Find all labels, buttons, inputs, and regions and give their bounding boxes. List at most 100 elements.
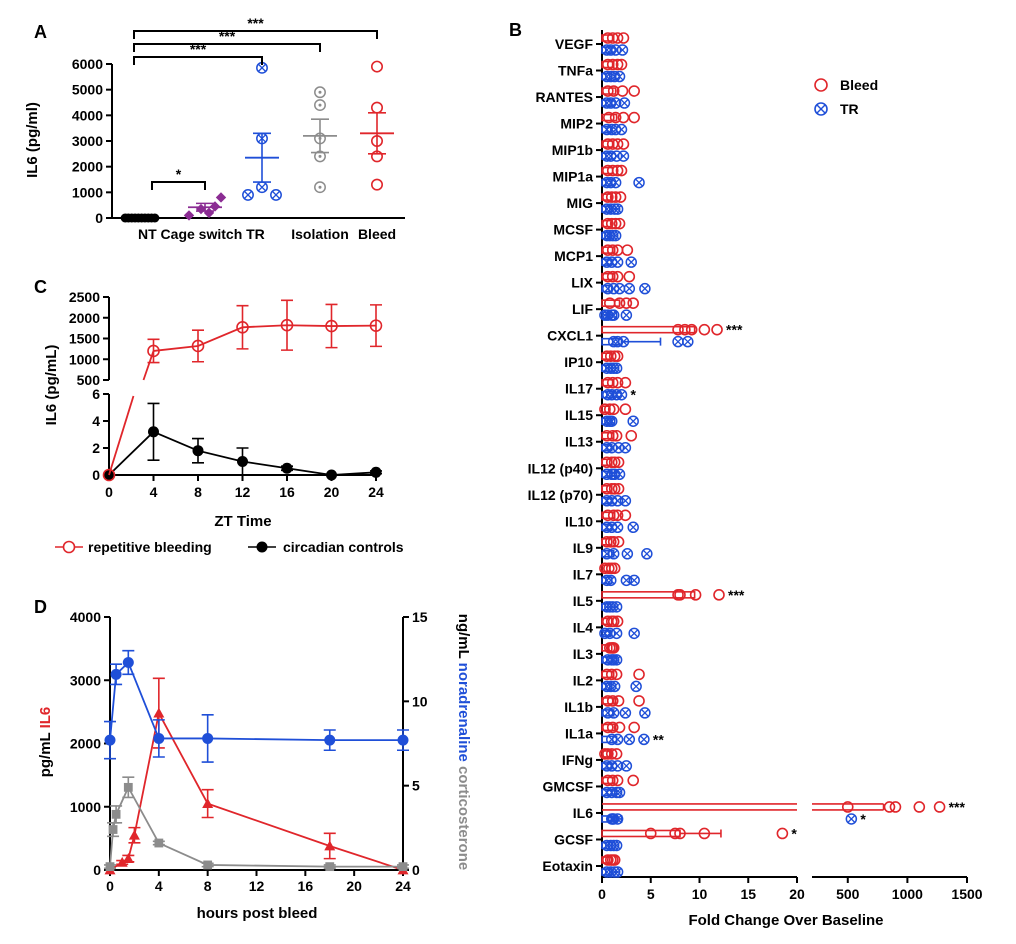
panel-b-point-x [606, 152, 615, 160]
panel-b-point-ring [608, 680, 621, 693]
panel-b-tr-bar-il3 [601, 654, 623, 666]
panel-b-point [610, 429, 623, 442]
panel-b-tr-bar-il6: * [601, 811, 866, 827]
panel-c-bleed-point [102, 468, 116, 482]
panel-b-point [607, 403, 620, 416]
panel-b-point-x [630, 576, 639, 585]
panel-b-point-ring [611, 813, 624, 825]
panel-b-point [606, 695, 619, 707]
panel-b-point-ring [605, 574, 617, 587]
panel-a-xtick-bleed: Bleed [358, 226, 396, 242]
panel-b-point [609, 176, 622, 189]
panel-b-point-x [613, 735, 622, 744]
panel-b-xtick-label: 10 [692, 886, 708, 902]
panel-b-point-x [607, 496, 616, 505]
panel-b-point [679, 323, 691, 336]
panel-b-point [609, 191, 622, 203]
panel-b-bar-rect [601, 750, 612, 758]
panel-b-point-ring [606, 441, 618, 454]
panel-c-ytick-label: 6 [92, 386, 100, 402]
panel-b-bleed-bar-gmcsf [601, 774, 640, 787]
panel-b-sig-label: * [791, 825, 797, 841]
panel-b-point [933, 801, 946, 813]
panel-d-corticosterone-point [123, 782, 133, 792]
panel-b-point-x [632, 682, 640, 691]
panel-b-category-label: IL12 (p70) [528, 487, 593, 503]
panel-b-point-ring [619, 441, 632, 454]
panel-b-point [607, 309, 620, 321]
panel-b-point-x [615, 788, 624, 797]
panel-b-category-label: IL6 [573, 805, 593, 821]
panel-b-point-ring [682, 335, 694, 348]
panel-b-point-x [619, 152, 628, 160]
panel-a-isolation-point [314, 99, 326, 112]
panel-b-point [611, 203, 624, 215]
panel-b-point [615, 123, 628, 136]
panel-b-tr-bar-tnfa [601, 70, 626, 83]
panel-b-bleed-bar-il2 [601, 668, 645, 681]
panel-b-bleed-bar-il17 [601, 376, 632, 389]
panel-a-cage-switch-point [195, 203, 207, 215]
panel-a-sem-bar [253, 132, 271, 183]
panel-b-tr-bar-gcsf [601, 839, 623, 852]
panel-b-point-ring [610, 627, 623, 640]
panel-b-bleed-bar-eotaxin [601, 854, 621, 866]
panel-b-point-ring [606, 415, 618, 427]
panel-a-isolation-point-ring [314, 99, 326, 112]
panel-b-point-ring [639, 707, 651, 719]
panel-c-ytick-label: 1500 [69, 331, 100, 347]
panel-d-il6-point [153, 707, 165, 718]
panel-b-point-ring [639, 282, 651, 295]
panel-b-point-ring [601, 97, 613, 109]
panel-b-bar-rect [601, 829, 681, 838]
panel-d: pg/mL IL6 ng/mL noradrenaline corticoste… [37, 609, 472, 922]
panel-b-point-x [621, 496, 630, 505]
panel-d-plot: 0 1000 2000 3000 4000 0 5 10 15 0 4 8 12 16 20 24 [70, 609, 428, 894]
panel-b-point-ring [605, 680, 617, 693]
panel-b-point-x [607, 762, 616, 770]
panel-b-tr-bar-il1a: ** [601, 731, 664, 747]
panel-b-point [627, 774, 640, 787]
panel-b-point-x [607, 523, 616, 532]
panel-a-ytick-label: 2000 [72, 159, 103, 175]
panel-c-bleed-point [191, 339, 205, 353]
panel-d-series-il6 [104, 677, 409, 875]
panel-b-point-ring [610, 654, 623, 666]
panel-a-isolation-point [314, 181, 326, 194]
panel-b-bleed-bar-cxcl1: *** [601, 322, 743, 338]
panel-c-bleed-err [192, 329, 204, 363]
panel-b-point [611, 164, 624, 177]
panel-b-category-label: MIP2 [560, 116, 593, 132]
panel-b-bleed-bar-mip1a [601, 164, 628, 177]
panel-c-circadian-point [370, 466, 382, 478]
panel-a-sig-label: *** [247, 15, 264, 31]
panel-c-ytick-label: 500 [77, 372, 101, 388]
panel-b-point [628, 627, 640, 640]
panel-b-point [601, 482, 613, 495]
panel-b-point [889, 801, 902, 813]
panel-c-xtick-label: 8 [194, 484, 202, 500]
panel-b-tr-bar-mcp1 [601, 256, 637, 268]
panel-b-point-ring [607, 707, 620, 719]
panel-b-bleed-bar-il6: *** [602, 799, 965, 815]
panel-b-point [617, 111, 630, 124]
panel-d-il6-point [324, 840, 336, 851]
panel-b-point-x [615, 284, 624, 293]
panel-b-point-x [641, 709, 649, 717]
panel-b-point-x [622, 311, 631, 320]
panel-b-point [605, 191, 618, 203]
panel-c-bleed-err [147, 338, 160, 364]
panel-d-noradrenaline-point [104, 734, 116, 746]
panel-c-xtick-label: 12 [235, 484, 251, 500]
panel-b-point-ring [627, 521, 639, 534]
panel-c-bleed-point [325, 319, 338, 333]
panel-b-point [628, 85, 640, 97]
panel-b-category-label: IL12 (p40) [528, 460, 593, 476]
panel-b-point [606, 721, 619, 734]
panel-a-sig-bracket [151, 181, 206, 190]
panel-b-tr-bar-mip1b [601, 150, 630, 162]
panel-a-tr-point [242, 188, 254, 201]
panel-c-ytick-label: 2500 [69, 289, 100, 305]
panel-a-tr-point [270, 188, 282, 201]
